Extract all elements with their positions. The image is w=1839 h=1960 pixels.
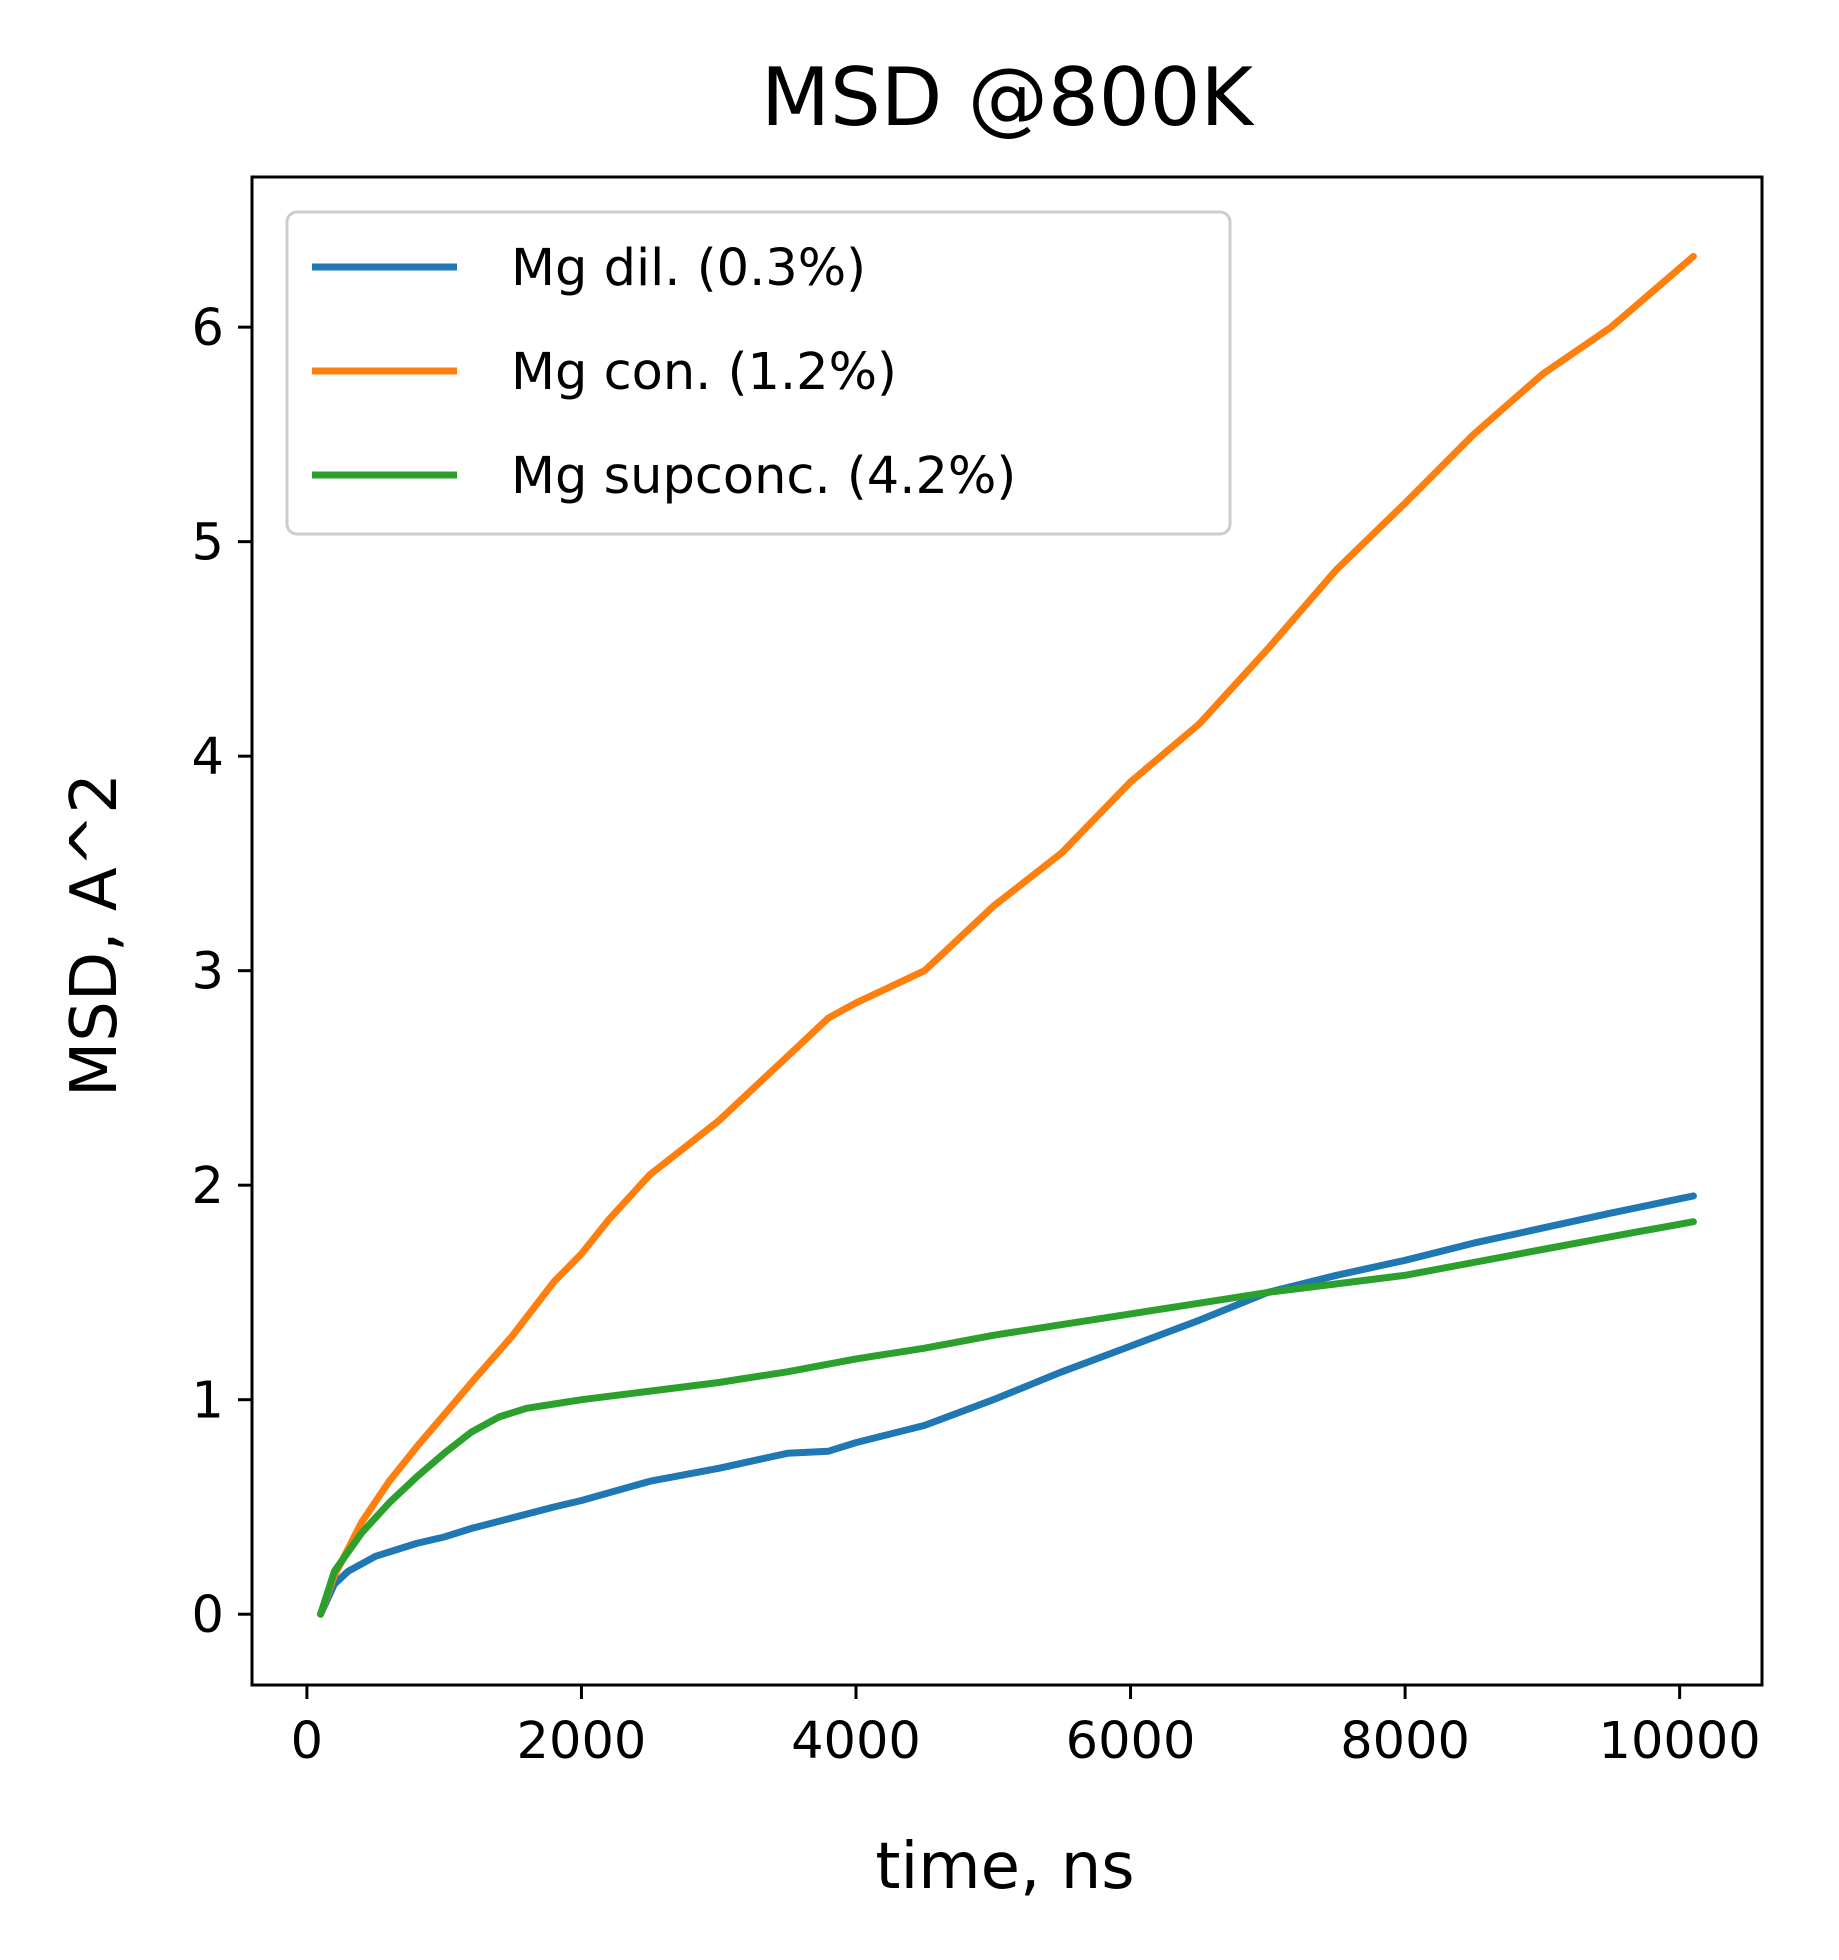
x-tick-label: 6000: [1066, 1712, 1196, 1771]
x-tick-label: 8000: [1340, 1712, 1470, 1771]
legend-box: [285, 210, 1232, 536]
plot-lines: [317, 252, 1697, 1618]
series-line-2: [317, 252, 1697, 1618]
chart-title: MSD @800K: [761, 51, 1256, 144]
y-axis: 0 1 2 3 4 5 6: [192, 299, 252, 1645]
x-tick-label: 0: [291, 1712, 323, 1771]
legend-label: Mg supconc. (4.2%): [511, 447, 1016, 506]
x-tick-label: 10000: [1599, 1712, 1761, 1771]
series-line-1: [317, 1192, 1697, 1618]
plot-frame: [250, 175, 1764, 1687]
y-tick-label: 5: [192, 514, 224, 573]
x-tick-label: 2000: [517, 1712, 647, 1771]
legend: Mg dil. (0.3%) Mg con. (1.2%) Mg supconc. …: [285, 210, 1232, 536]
y-tick-label: 1: [192, 1372, 224, 1431]
y-tick-label: 3: [192, 943, 224, 1002]
axis-frame: [250, 175, 1764, 1687]
x-tick-label: 4000: [791, 1712, 921, 1771]
series-line-3: [317, 1218, 1697, 1618]
y-tick-label: 0: [192, 1586, 224, 1645]
x-axis: 0 2000 4000 6000 8000 10000: [291, 1685, 1761, 1771]
y-tick-label: 4: [192, 728, 224, 787]
legend-label: Mg con. (1.2%): [511, 343, 897, 402]
y-tick-label: 2: [192, 1157, 224, 1216]
x-axis-label: time, ns: [875, 1830, 1134, 1904]
legend-label: Mg dil. (0.3%): [511, 239, 866, 298]
y-axis-label: MSD, A^2: [58, 773, 132, 1097]
y-tick-label: 6: [192, 299, 224, 358]
